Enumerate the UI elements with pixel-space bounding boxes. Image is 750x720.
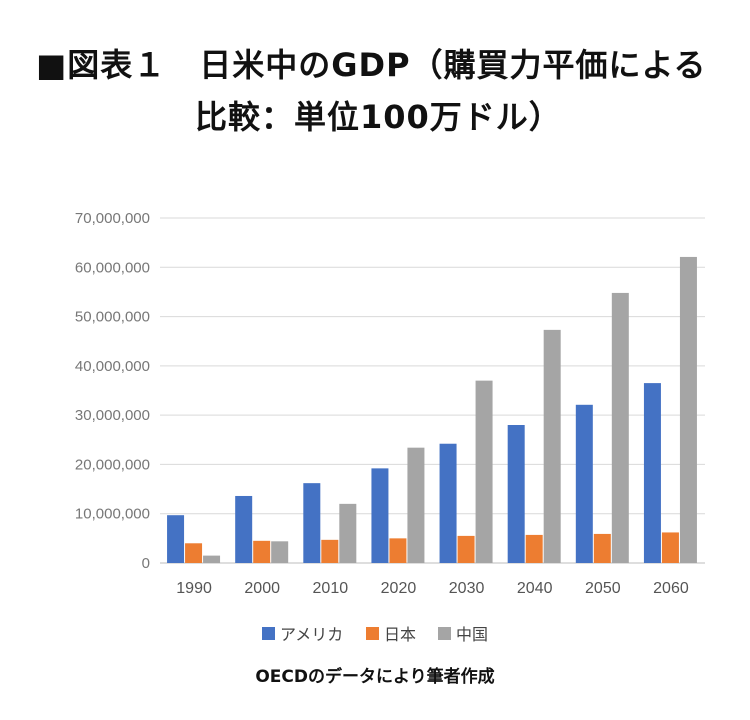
bars <box>167 256 697 563</box>
bar-2010-中国 <box>339 503 357 563</box>
y-tick-label: 70,000,000 <box>75 210 150 227</box>
bar-2050-日本 <box>593 533 611 563</box>
bar-2030-日本 <box>457 535 475 563</box>
bar-1990-日本 <box>185 543 203 563</box>
bar-2060-中国 <box>679 256 697 563</box>
x-axis-ticks: 1990 2000 2010 2020 2030 2040 2050 2060 <box>176 580 689 597</box>
bar-2040-中国 <box>543 329 561 563</box>
legend-label: アメリカ <box>280 625 343 644</box>
y-axis-ticks: 0 10,000,000 20,000,000 30,000,000 40,000,00… <box>75 210 150 572</box>
chart-title-line-1: ■図表１ 日米中のGDP（購買力平価による <box>36 46 707 84</box>
y-tick-label: 0 <box>142 555 150 572</box>
bar-2050-アメリカ <box>575 404 593 563</box>
bar-2010-日本 <box>321 539 339 563</box>
legend-swatch <box>438 627 451 640</box>
bar-2060-日本 <box>661 532 679 563</box>
bar-chart: 0 10,000,000 20,000,000 30,000,000 40,000,00… <box>75 210 705 644</box>
x-tick-label: 2010 <box>313 580 349 597</box>
x-tick-label: 2000 <box>244 580 280 597</box>
bar-1990-中国 <box>203 555 221 563</box>
chart-title-line-2: 比較：単位100万ドル） <box>195 98 562 136</box>
bar-2010-アメリカ <box>303 483 321 563</box>
legend: アメリカ 日本 中国 <box>262 625 488 644</box>
bar-2030-アメリカ <box>439 443 457 563</box>
bar-2000-日本 <box>253 540 271 563</box>
x-tick-label: 2040 <box>517 580 553 597</box>
y-tick-label: 30,000,000 <box>75 407 150 424</box>
legend-label: 日本 <box>384 625 416 644</box>
x-tick-label: 2030 <box>449 580 485 597</box>
x-tick-label: 1990 <box>176 580 212 597</box>
bar-2040-アメリカ <box>507 425 525 563</box>
y-tick-label: 60,000,000 <box>75 259 150 276</box>
x-tick-label: 2060 <box>653 580 689 597</box>
y-tick-label: 20,000,000 <box>75 456 150 473</box>
bar-2020-アメリカ <box>371 468 389 563</box>
legend-label: 中国 <box>456 625 488 644</box>
bar-2040-日本 <box>525 534 543 563</box>
y-tick-label: 40,000,000 <box>75 358 150 375</box>
x-tick-label: 2020 <box>381 580 417 597</box>
bar-2050-中国 <box>611 292 629 563</box>
x-tick-label: 2050 <box>585 580 621 597</box>
legend-swatch <box>366 627 379 640</box>
bar-2020-中国 <box>407 447 425 563</box>
y-tick-label: 10,000,000 <box>75 506 150 523</box>
bar-2000-中国 <box>271 541 289 563</box>
bar-2060-アメリカ <box>643 383 661 563</box>
bar-2030-中国 <box>475 380 493 563</box>
y-tick-label: 50,000,000 <box>75 309 150 326</box>
legend-swatch <box>262 627 275 640</box>
source-caption: OECDのデータにより筆者作成 <box>255 667 495 687</box>
bar-1990-アメリカ <box>167 515 185 563</box>
bar-2000-アメリカ <box>235 495 253 563</box>
bar-2020-日本 <box>389 538 407 563</box>
